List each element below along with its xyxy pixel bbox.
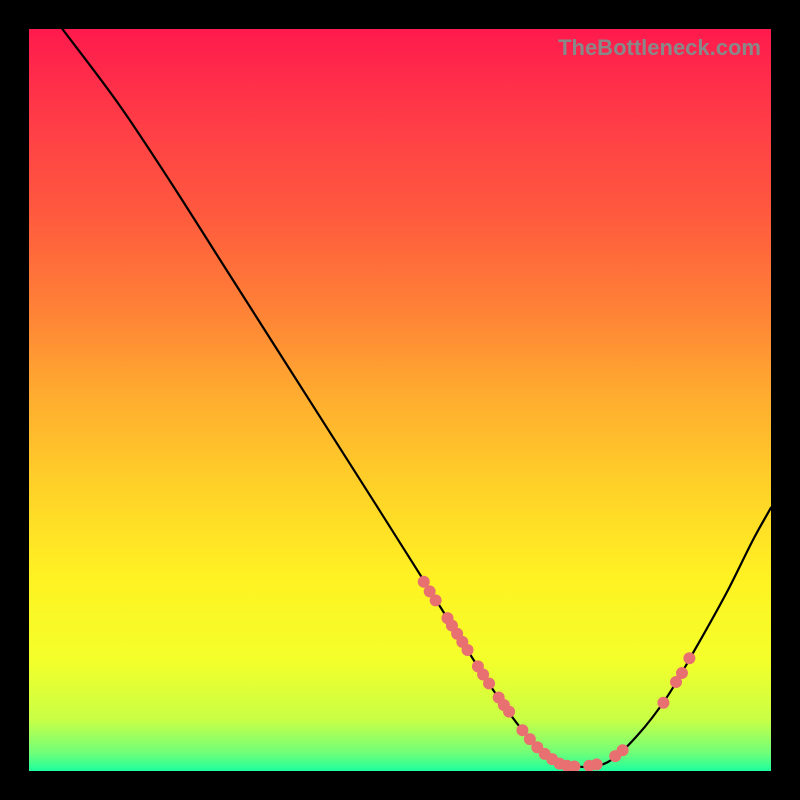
marker-dot [483, 677, 495, 689]
bottleneck-curve [62, 29, 771, 767]
watermark-label: TheBottleneck.com [558, 35, 761, 61]
marker-dot [591, 758, 603, 770]
curve-markers [418, 576, 696, 771]
curve-layer [29, 29, 771, 771]
marker-dot [503, 706, 515, 718]
marker-dot [683, 652, 695, 664]
marker-dot [430, 594, 442, 606]
marker-dot [462, 644, 474, 656]
marker-dot [657, 697, 669, 709]
marker-dot [617, 744, 629, 756]
marker-dot [676, 667, 688, 679]
chart-frame: TheBottleneck.com [0, 0, 800, 800]
plot-area: TheBottleneck.com [29, 29, 771, 771]
